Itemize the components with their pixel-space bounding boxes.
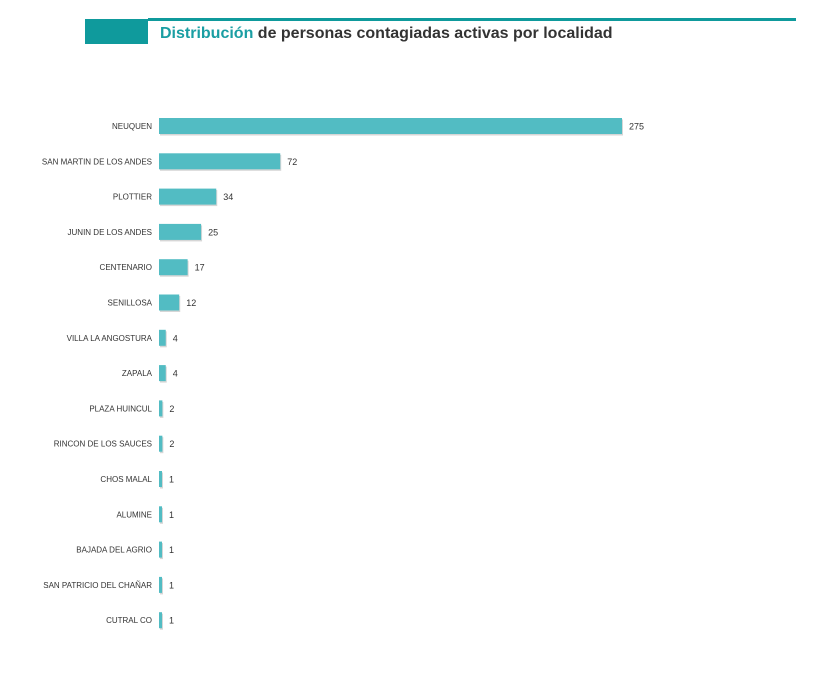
chart-title: Distribución de personas contagiadas act…	[160, 25, 613, 43]
value-label: 4	[173, 333, 178, 343]
category-label: PLOTTIER	[113, 193, 152, 202]
title-accent-block	[85, 19, 148, 44]
category-label: BAJADA DEL AGRIO	[76, 546, 152, 555]
value-label: 25	[208, 227, 218, 237]
category-label: CHOS MALAL	[100, 475, 152, 484]
chart-title-rest: de personas contagiadas activas por loca…	[253, 25, 613, 42]
value-label: 275	[629, 122, 644, 132]
value-label: 17	[195, 263, 205, 273]
bar	[159, 188, 217, 205]
value-label: 1	[169, 580, 174, 590]
bar	[159, 400, 163, 417]
value-label: 1	[169, 510, 174, 520]
bar	[159, 506, 162, 523]
bar	[159, 576, 162, 593]
bar	[159, 435, 163, 452]
bar	[159, 365, 166, 382]
category-label: ZAPALA	[122, 369, 153, 378]
category-label: SAN PATRICIO DEL CHAÑAR	[43, 581, 152, 590]
bar	[159, 329, 166, 346]
value-label: 2	[169, 404, 174, 414]
category-label: SENILLOSA	[108, 299, 153, 308]
category-label: CUTRAL CO	[106, 616, 152, 625]
value-label: 1	[169, 616, 174, 626]
bar	[159, 471, 162, 487]
bar	[159, 153, 281, 170]
bar	[159, 294, 180, 311]
chart-title-accent: Distribución	[160, 25, 254, 42]
category-label: NEUQUEN	[112, 122, 152, 131]
value-label: 34	[223, 192, 233, 202]
value-label: 2	[169, 439, 174, 449]
category-label: ALUMINE	[116, 510, 152, 519]
value-label: 1	[169, 475, 174, 485]
value-label: 4	[173, 369, 178, 379]
value-label: 1	[169, 545, 174, 555]
category-label: VILLA LA ANGOSTURA	[67, 334, 153, 343]
value-label: 72	[287, 157, 297, 167]
bar	[159, 612, 162, 629]
bar	[159, 118, 622, 134]
category-label: RINCON DE LOS SAUCES	[54, 440, 152, 449]
title-rule	[148, 18, 796, 21]
category-label: CENTENARIO	[100, 263, 152, 272]
category-label: PLAZA HUINCUL	[89, 404, 152, 413]
value-label: 12	[186, 298, 196, 308]
category-label: JUNIN DE LOS ANDES	[68, 228, 152, 237]
bar	[159, 223, 202, 240]
category-label: SAN MARTIN DE LOS ANDES	[42, 157, 152, 166]
bar	[159, 541, 162, 558]
bar	[159, 259, 188, 276]
